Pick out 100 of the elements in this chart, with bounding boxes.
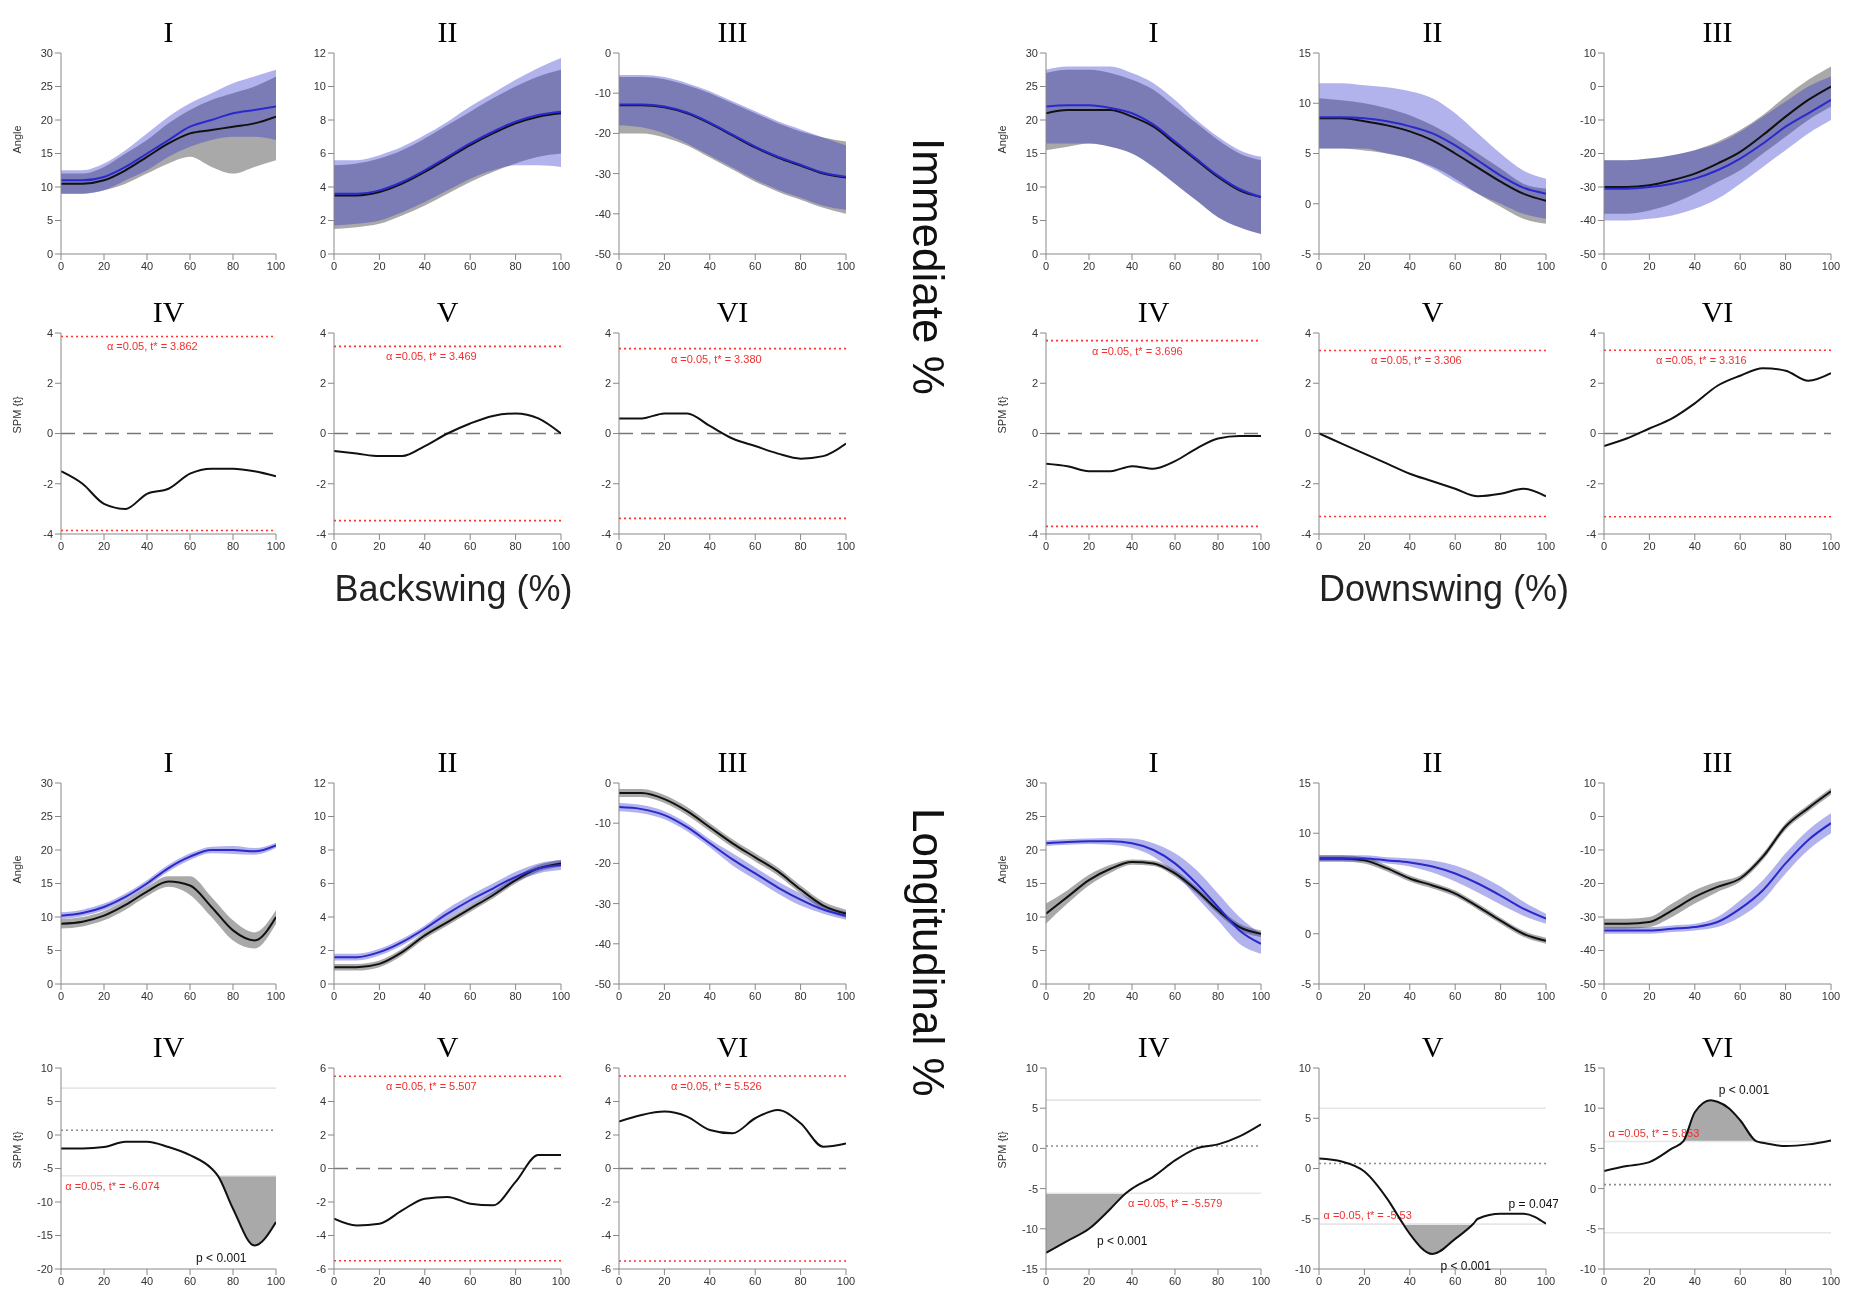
y-tick-label: -10 — [595, 817, 611, 830]
y-tick-label: 30 — [1025, 46, 1038, 59]
y-tick-label: 0 — [604, 427, 611, 440]
y-tick-label: 0 — [319, 977, 326, 990]
x-tick-label: 40 — [1125, 1274, 1139, 1287]
x-tick-label: 80 — [794, 1274, 807, 1287]
x-tick-label: 100 — [1821, 259, 1841, 272]
x-tick-label: 100 — [836, 989, 856, 1002]
x-tick-label: 100 — [1821, 989, 1841, 1002]
x-tick-label: 0 — [1315, 539, 1323, 552]
y-tick-label: -2 — [316, 1195, 326, 1208]
x-tick-label: 60 — [749, 259, 762, 272]
y-tick-label: -10 — [595, 87, 611, 100]
y-tick-label: 2 — [604, 377, 611, 390]
y-tick-label: -2 — [1028, 477, 1038, 490]
x-tick-label: 100 — [1251, 259, 1271, 272]
x-tick-label: 0 — [1042, 259, 1050, 272]
chart-title: I — [1147, 745, 1160, 779]
x-tick-label: 40 — [418, 259, 431, 272]
x-tick-label: 0 — [57, 989, 65, 1002]
y-tick-label: 20 — [1025, 843, 1038, 856]
y-tick-label: 15 — [1025, 147, 1038, 160]
x-tick-label: 20 — [1358, 259, 1371, 272]
x-tick-label: 60 — [749, 539, 762, 552]
y-tick-label: -15 — [1022, 1262, 1038, 1275]
y-tick-label: 2 — [1031, 377, 1038, 390]
y-tick-label: -40 — [595, 207, 611, 220]
y-tick-label: -30 — [1580, 910, 1596, 923]
x-tick-label: 20 — [373, 259, 386, 272]
y-tick-label: 10 — [1025, 180, 1038, 193]
x-tick-label: 20 — [97, 539, 111, 552]
y-tick-label: 10 — [1025, 1061, 1038, 1074]
text: Immediate % — [903, 138, 953, 395]
y-tick-label: 0 — [1031, 247, 1038, 260]
chart-title: VI — [715, 1030, 750, 1064]
x-tick-label: 100 — [1251, 989, 1271, 1002]
x-tick-label: 40 — [1125, 539, 1139, 552]
y-tick-label: -4 — [316, 527, 326, 540]
x-tick-label: 20 — [1358, 1274, 1371, 1287]
x-tick-label: 100 — [836, 1274, 856, 1287]
x-tick-label: 100 — [266, 539, 286, 552]
x-tick-label: 80 — [794, 539, 807, 552]
x-tick-label: 20 — [658, 1274, 671, 1287]
x-tick-label: 40 — [418, 1274, 431, 1287]
x-tick-label: 100 — [1536, 259, 1556, 272]
x-tick-label: 100 — [551, 539, 571, 552]
x-tick-label: 0 — [1042, 1274, 1050, 1287]
y-tick-label: 0 — [1589, 1182, 1596, 1195]
y-tick-label: 6 — [319, 1061, 326, 1074]
x-tick-label: 0 — [615, 989, 623, 1002]
y-tick-label: 25 — [1025, 810, 1038, 823]
chart-title: V — [435, 295, 460, 329]
x-tick-label: 80 — [1494, 1274, 1507, 1287]
y-tick-label: 4 — [46, 326, 53, 339]
x-tick-label: 100 — [1821, 1274, 1841, 1287]
chart-title: IV — [151, 295, 186, 329]
y-tick-label: -50 — [595, 247, 611, 260]
x-tick-label: 0 — [615, 259, 623, 272]
chart-title: I — [1147, 15, 1160, 49]
x-tick-label: 20 — [1643, 539, 1656, 552]
x-tick-label: 80 — [226, 1274, 240, 1287]
y-tick-label: 5 — [46, 1095, 53, 1108]
y-tick-label: 15 — [40, 147, 53, 160]
x-tick-label: 60 — [183, 1274, 197, 1287]
x-tick-label: 60 — [1734, 989, 1747, 1002]
x-tick-label: 20 — [1082, 539, 1096, 552]
y-tick-label: 20 — [40, 843, 53, 856]
y-tick-label: -4 — [1028, 527, 1038, 540]
y-tick-label: 0 — [604, 1162, 611, 1175]
line-series — [1319, 432, 1546, 498]
y-tick-label: -4 — [601, 1229, 611, 1242]
line-series — [1604, 367, 1831, 448]
x-tick-label: 60 — [183, 989, 197, 1002]
y-tick-label: 12 — [313, 776, 326, 789]
y-tick-label: 10 — [1298, 97, 1311, 110]
x-tick-label: 80 — [1779, 989, 1792, 1002]
x-tick-label: 80 — [226, 989, 240, 1002]
y-tick-label: 5 — [1031, 214, 1038, 227]
chart-title: IV — [151, 1030, 186, 1064]
x-tick-label: 0 — [615, 539, 623, 552]
x-tick-label: 20 — [1643, 989, 1656, 1002]
y-tick-label: 4 — [604, 1095, 611, 1108]
chart-title: III — [716, 15, 749, 49]
y-tick-label: -10 — [1580, 113, 1596, 126]
x-tick-label: 80 — [1494, 989, 1507, 1002]
x-tick-label: 60 — [183, 259, 197, 272]
y-tick-label: 20 — [40, 113, 53, 126]
x-tick-label: 80 — [509, 259, 522, 272]
x-tick-label: 40 — [1125, 259, 1139, 272]
x-tick-label: 20 — [373, 539, 386, 552]
y-tick-label: 8 — [319, 843, 326, 856]
text: Longitudinal % — [903, 808, 953, 1097]
chart-title: III — [1701, 745, 1734, 779]
y-tick-label: 2 — [319, 944, 326, 957]
x-tick-label: 0 — [1315, 1274, 1323, 1287]
x-tick-label: 20 — [1643, 259, 1656, 272]
x-tick-label: 20 — [658, 259, 671, 272]
x-tick-label: 80 — [226, 259, 240, 272]
x-tick-label: 20 — [97, 989, 111, 1002]
y-tick-label: 8 — [319, 113, 326, 126]
